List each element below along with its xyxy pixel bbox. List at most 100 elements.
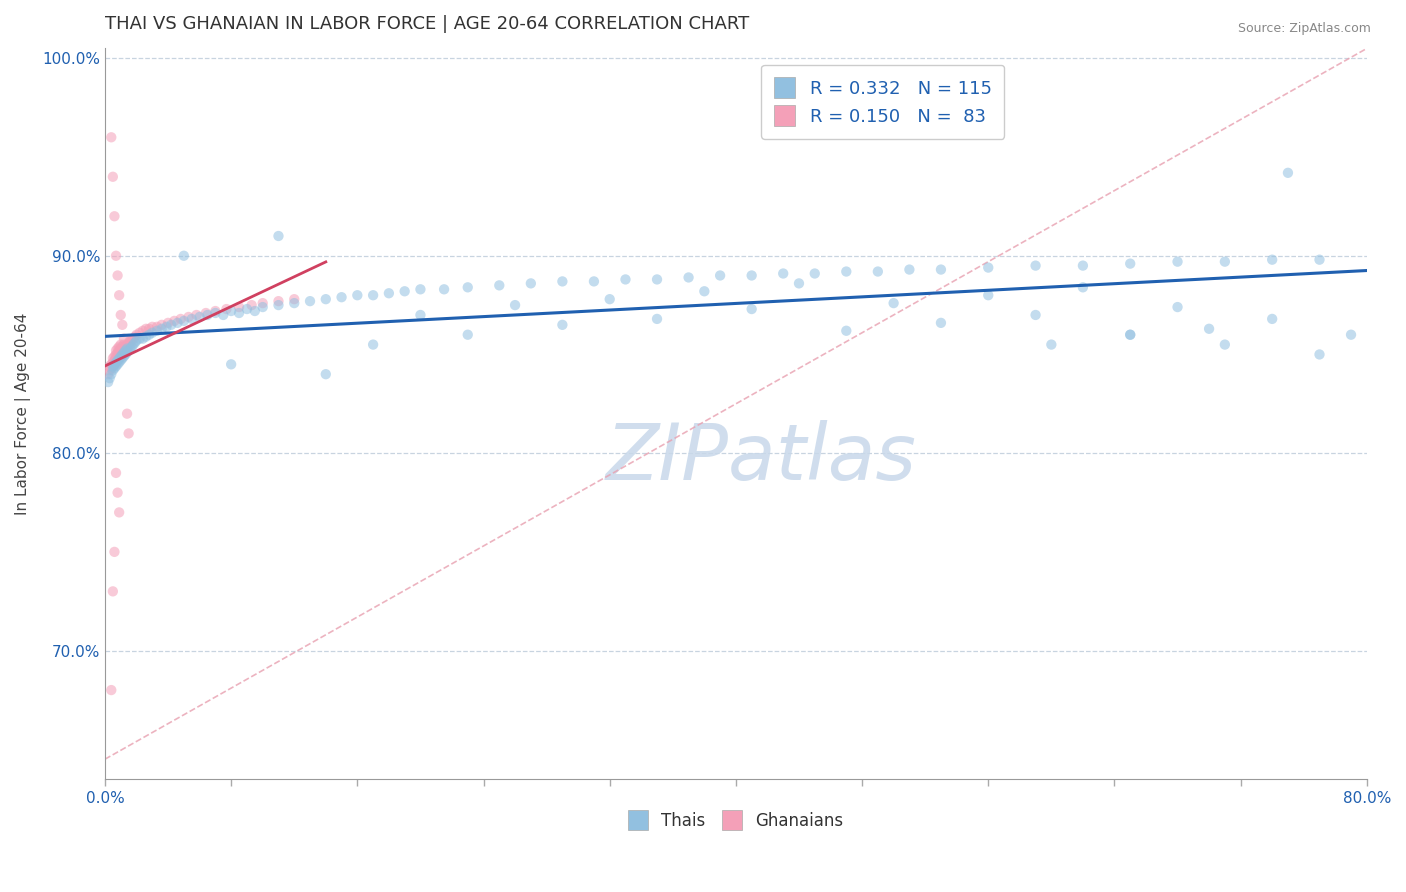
Point <box>110 350 132 364</box>
Point <box>110 350 132 364</box>
Point <box>107 353 129 368</box>
Point <box>204 304 226 318</box>
Point <box>219 357 242 371</box>
Point <box>267 298 290 312</box>
Point <box>150 318 173 332</box>
Point <box>361 288 384 302</box>
Point <box>298 294 321 309</box>
Point <box>108 355 131 369</box>
Point <box>121 340 143 354</box>
Point <box>103 361 125 376</box>
Point <box>204 306 226 320</box>
Point <box>267 229 290 244</box>
Point <box>1213 337 1236 351</box>
Point <box>112 337 135 351</box>
Point <box>228 300 250 314</box>
Point <box>883 296 905 310</box>
Point <box>101 363 124 377</box>
Point <box>107 342 129 356</box>
Point <box>457 280 479 294</box>
Point <box>1213 254 1236 268</box>
Point <box>1261 252 1284 267</box>
Point <box>112 342 135 356</box>
Point <box>132 332 155 346</box>
Point <box>111 347 134 361</box>
Point <box>180 312 202 326</box>
Point <box>112 345 135 359</box>
Point <box>173 249 195 263</box>
Point <box>141 319 163 334</box>
Point <box>330 290 353 304</box>
Point <box>614 272 637 286</box>
Point <box>111 343 134 358</box>
Point <box>117 335 139 350</box>
Point <box>787 277 810 291</box>
Point <box>283 292 305 306</box>
Point <box>107 353 129 368</box>
Point <box>582 274 605 288</box>
Point <box>115 342 138 356</box>
Point <box>252 296 274 310</box>
Point <box>105 355 128 369</box>
Point <box>108 351 131 366</box>
Point <box>240 298 263 312</box>
Point <box>107 485 129 500</box>
Point <box>977 260 1000 275</box>
Point <box>166 316 188 330</box>
Point <box>186 308 208 322</box>
Point <box>128 326 150 340</box>
Point <box>108 347 131 361</box>
Legend: Thais, Ghanaians: Thais, Ghanaians <box>621 804 851 837</box>
Point <box>1119 257 1142 271</box>
Point <box>378 286 401 301</box>
Point <box>115 407 138 421</box>
Point <box>929 316 952 330</box>
Point <box>409 282 432 296</box>
Point <box>457 327 479 342</box>
Point <box>346 288 368 302</box>
Point <box>1308 347 1330 361</box>
Point <box>101 351 124 366</box>
Point <box>115 345 138 359</box>
Point <box>138 327 160 342</box>
Point <box>111 351 134 366</box>
Point <box>219 304 242 318</box>
Point <box>117 343 139 358</box>
Point <box>678 270 700 285</box>
Point <box>115 337 138 351</box>
Point <box>122 332 145 346</box>
Point <box>108 343 131 358</box>
Point <box>977 288 1000 302</box>
Point <box>488 278 510 293</box>
Point <box>1040 337 1063 351</box>
Point <box>117 340 139 354</box>
Point <box>98 363 121 377</box>
Point <box>138 322 160 336</box>
Point <box>929 262 952 277</box>
Point <box>1261 312 1284 326</box>
Point <box>107 357 129 371</box>
Point <box>103 353 125 368</box>
Point <box>772 267 794 281</box>
Point <box>107 350 129 364</box>
Point <box>194 306 217 320</box>
Point <box>1340 327 1362 342</box>
Point <box>108 340 131 354</box>
Point <box>105 351 128 366</box>
Point <box>114 343 136 358</box>
Point <box>112 345 135 359</box>
Point <box>1167 254 1189 268</box>
Point <box>252 300 274 314</box>
Point <box>645 312 668 326</box>
Point <box>163 314 186 328</box>
Point <box>693 285 716 299</box>
Point <box>111 347 134 361</box>
Point <box>101 584 124 599</box>
Point <box>128 332 150 346</box>
Point <box>105 343 128 358</box>
Point <box>1308 252 1330 267</box>
Point <box>1025 259 1047 273</box>
Point <box>267 294 290 309</box>
Point <box>105 347 128 361</box>
Y-axis label: In Labor Force | Age 20-64: In Labor Force | Age 20-64 <box>15 312 31 515</box>
